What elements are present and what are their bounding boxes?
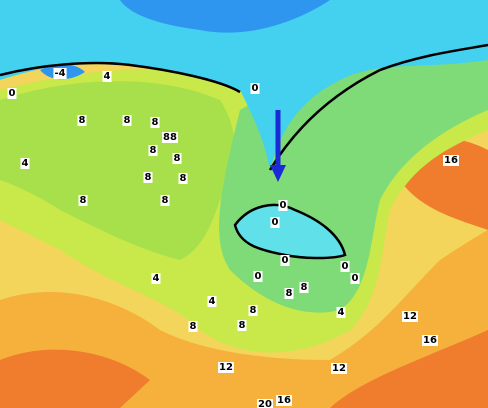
- label-box: [188, 321, 198, 332]
- contour-label: 16: [277, 395, 291, 406]
- label-box: [270, 217, 280, 228]
- label-box: [350, 273, 360, 284]
- label-box: [237, 320, 247, 331]
- label-box: [78, 195, 88, 206]
- label-box: [77, 115, 87, 126]
- contour-label: 8: [174, 153, 181, 164]
- contour-label: 8: [190, 321, 197, 332]
- contour-label: 8: [79, 115, 86, 126]
- contour-label: 4: [209, 296, 216, 307]
- contour-label: 0: [282, 255, 289, 266]
- cold-pool: [233, 203, 347, 260]
- contour-label: 16: [423, 335, 437, 346]
- contour-label: 0: [280, 200, 287, 211]
- warm-region: [0, 230, 488, 408]
- label-box: [122, 115, 132, 126]
- label-box: [102, 71, 112, 82]
- contour-label: 8: [80, 195, 87, 206]
- contour-label: 0: [342, 261, 349, 272]
- contour-label: 8: [152, 117, 159, 128]
- contour-label: 8: [180, 173, 187, 184]
- label-box: [253, 271, 263, 282]
- contour-label: 0: [255, 271, 262, 282]
- wind-arrow-head: [270, 165, 286, 182]
- contour-label: 4: [22, 158, 29, 169]
- contour-label: 8: [286, 288, 293, 299]
- label-box: [143, 172, 153, 183]
- label-box: [278, 200, 288, 211]
- label-box: [331, 363, 347, 374]
- label-box: [218, 362, 234, 373]
- contour-label: 4: [153, 273, 160, 284]
- contour-label: 0: [252, 83, 259, 94]
- label-box: [336, 307, 346, 318]
- label-box: [248, 305, 258, 316]
- very-cold-region: [40, 0, 330, 80]
- green-region: [0, 81, 235, 260]
- hot-region: [0, 135, 488, 408]
- contour-label: -4: [54, 68, 65, 79]
- label-box: [151, 273, 161, 284]
- label-box: [340, 261, 350, 272]
- contour-label: 16: [444, 155, 458, 166]
- contour-label: 12: [219, 362, 233, 373]
- contour-label: 12: [332, 363, 346, 374]
- contour-label: 0: [352, 273, 359, 284]
- label-box: [162, 132, 178, 143]
- contour-label: 4: [104, 71, 111, 82]
- contour-label: 8: [150, 145, 157, 156]
- label-box: [280, 255, 290, 266]
- label-box: [172, 153, 182, 164]
- contour-label: 8: [239, 320, 246, 331]
- label-box: [7, 88, 17, 99]
- label-box: [250, 83, 260, 94]
- cold-region: [0, 0, 488, 170]
- label-box: [276, 395, 292, 406]
- label-box: [257, 399, 273, 408]
- zero-isotherm: [0, 43, 488, 171]
- contour-label: 20: [258, 399, 272, 408]
- contour-label: 8: [162, 195, 169, 206]
- contour-label: 12: [403, 311, 417, 322]
- contour-label: 0: [9, 88, 16, 99]
- label-box: [178, 173, 188, 184]
- contour-label: 8: [250, 305, 257, 316]
- contour-label: 8: [301, 282, 308, 293]
- contour-label: 4: [338, 307, 345, 318]
- label-box: [160, 195, 170, 206]
- label-box: [53, 68, 67, 79]
- label-box: [148, 145, 158, 156]
- contour-label: 8: [124, 115, 131, 126]
- label-box: [422, 335, 438, 346]
- label-box: [443, 155, 459, 166]
- label-box: [207, 296, 217, 307]
- label-box: [20, 158, 30, 169]
- contour-label: 88: [163, 132, 177, 143]
- contour-label: 8: [145, 172, 152, 183]
- label-box: [150, 117, 160, 128]
- label-box: [299, 282, 309, 293]
- label-box: [402, 311, 418, 322]
- contour-label: 0: [272, 217, 279, 228]
- label-box: [284, 288, 294, 299]
